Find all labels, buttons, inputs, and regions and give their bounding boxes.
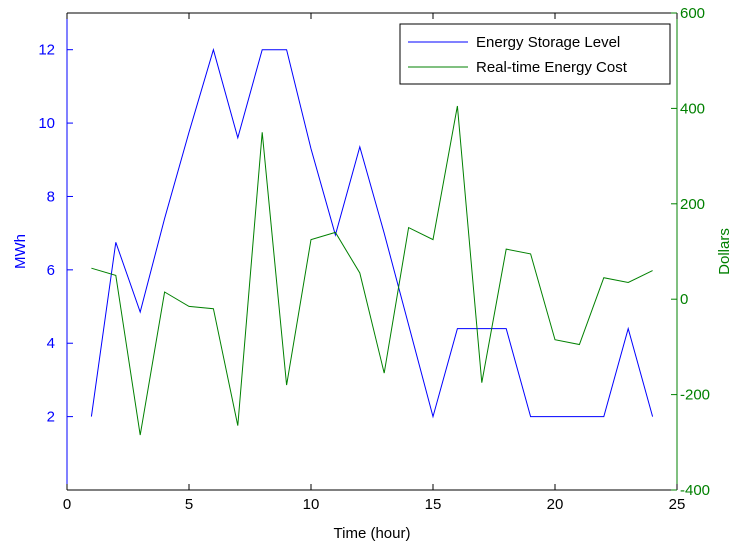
y-right-tick-label: 200	[680, 196, 705, 213]
legend-box	[399, 23, 671, 85]
x-axis-label: Time (hour)	[334, 525, 411, 542]
y-right-tick-label: 400	[680, 100, 705, 117]
y-left-tick-label: 12	[38, 42, 55, 59]
legend-label-energy-storage-level: Energy Storage Level	[476, 34, 620, 51]
y-axis-left-label: MWh	[12, 234, 29, 269]
y-axis-right-label: Dollars	[716, 228, 733, 275]
x-tick-label: 25	[669, 496, 686, 513]
y-right-tick-label: -200	[680, 387, 710, 404]
y-right-tick-label: 600	[680, 5, 705, 22]
x-tick-label: 15	[425, 496, 442, 513]
legend-label-real-time-energy-cost: Real-time Energy Cost	[476, 59, 628, 76]
y-left-tick-label: 8	[47, 188, 55, 205]
ticks-layer: 0 5 10 15 20 25 2 4 6 8 10 12 -400 -200 0 200 400 600	[38, 5, 710, 513]
x-tick-label: 20	[547, 496, 564, 513]
y-left-tick-label: 4	[47, 335, 55, 352]
series-layer	[90, 47, 654, 436]
x-tick-label: 10	[303, 496, 320, 513]
x-tick-label: 0	[63, 496, 71, 513]
y-left-tick-label: 2	[47, 409, 55, 426]
y-right-tick-label: 0	[680, 291, 688, 308]
series-line-energy-storage-level	[90, 47, 654, 419]
y-left-tick-label: 6	[47, 262, 55, 279]
y-right-tick-label: -400	[680, 482, 710, 499]
plot-frame	[66, 12, 678, 491]
series-line-real-time-energy-cost	[91, 105, 653, 436]
y-left-tick-label: 10	[38, 115, 55, 132]
legend: Energy Storage Level Real-time Energy Co…	[399, 23, 671, 85]
x-tick-label: 5	[185, 496, 193, 513]
